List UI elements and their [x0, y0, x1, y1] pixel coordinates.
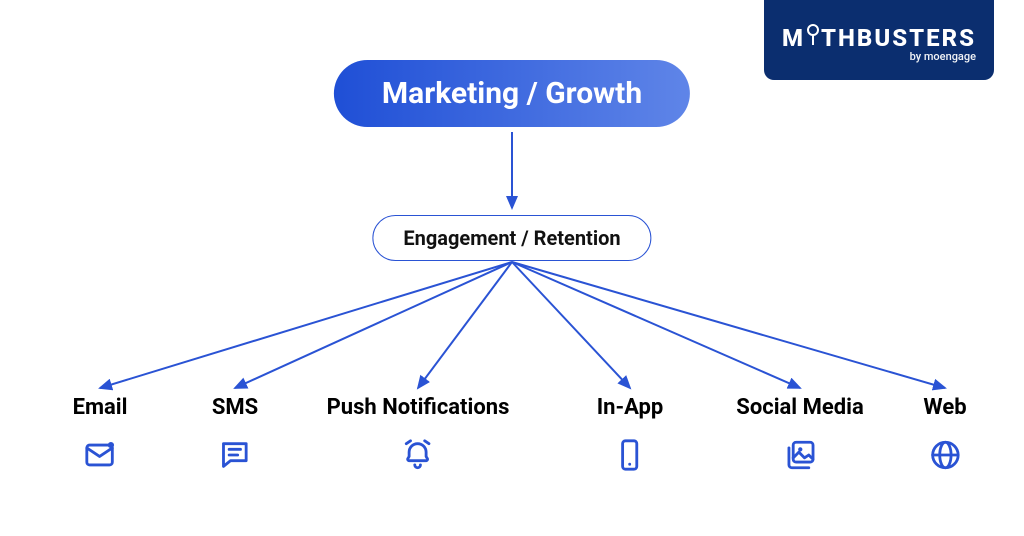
channel-label: Email: [73, 395, 128, 420]
mobile-icon: [597, 438, 664, 472]
channel-label: Push Notifications: [327, 395, 510, 420]
channel-node: In-App: [597, 395, 664, 472]
map-pin-icon: [807, 24, 819, 52]
mid-node-label: Engagement / Retention: [403, 226, 620, 250]
brand-title-suffix: THBUSTERS: [821, 24, 976, 52]
brand-title-prefix: M: [782, 24, 805, 52]
channel-node: Web: [923, 395, 966, 472]
channel-label: Social Media: [736, 395, 863, 420]
sms-icon: [212, 438, 258, 472]
globe-icon: [923, 438, 966, 472]
channel-node: Push Notifications: [327, 395, 510, 472]
root-node: Marketing / Growth: [334, 60, 690, 127]
channel-node: SMS: [212, 395, 258, 472]
brand-title: M THBUSTERS: [782, 24, 976, 52]
channel-label: SMS: [212, 395, 258, 420]
email-icon: [73, 438, 128, 472]
bell-icon: [327, 438, 510, 472]
brand-badge: M THBUSTERS by moengage: [764, 0, 994, 80]
channel-node: Social Media: [736, 395, 863, 472]
channel-label: In-App: [597, 395, 664, 420]
channel-label: Web: [923, 395, 966, 420]
channel-node: Email: [73, 395, 128, 472]
root-node-label: Marketing / Growth: [382, 76, 642, 111]
image-stack-icon: [736, 438, 863, 472]
brand-subtitle: by moengage: [910, 50, 976, 63]
mid-node: Engagement / Retention: [372, 215, 651, 261]
